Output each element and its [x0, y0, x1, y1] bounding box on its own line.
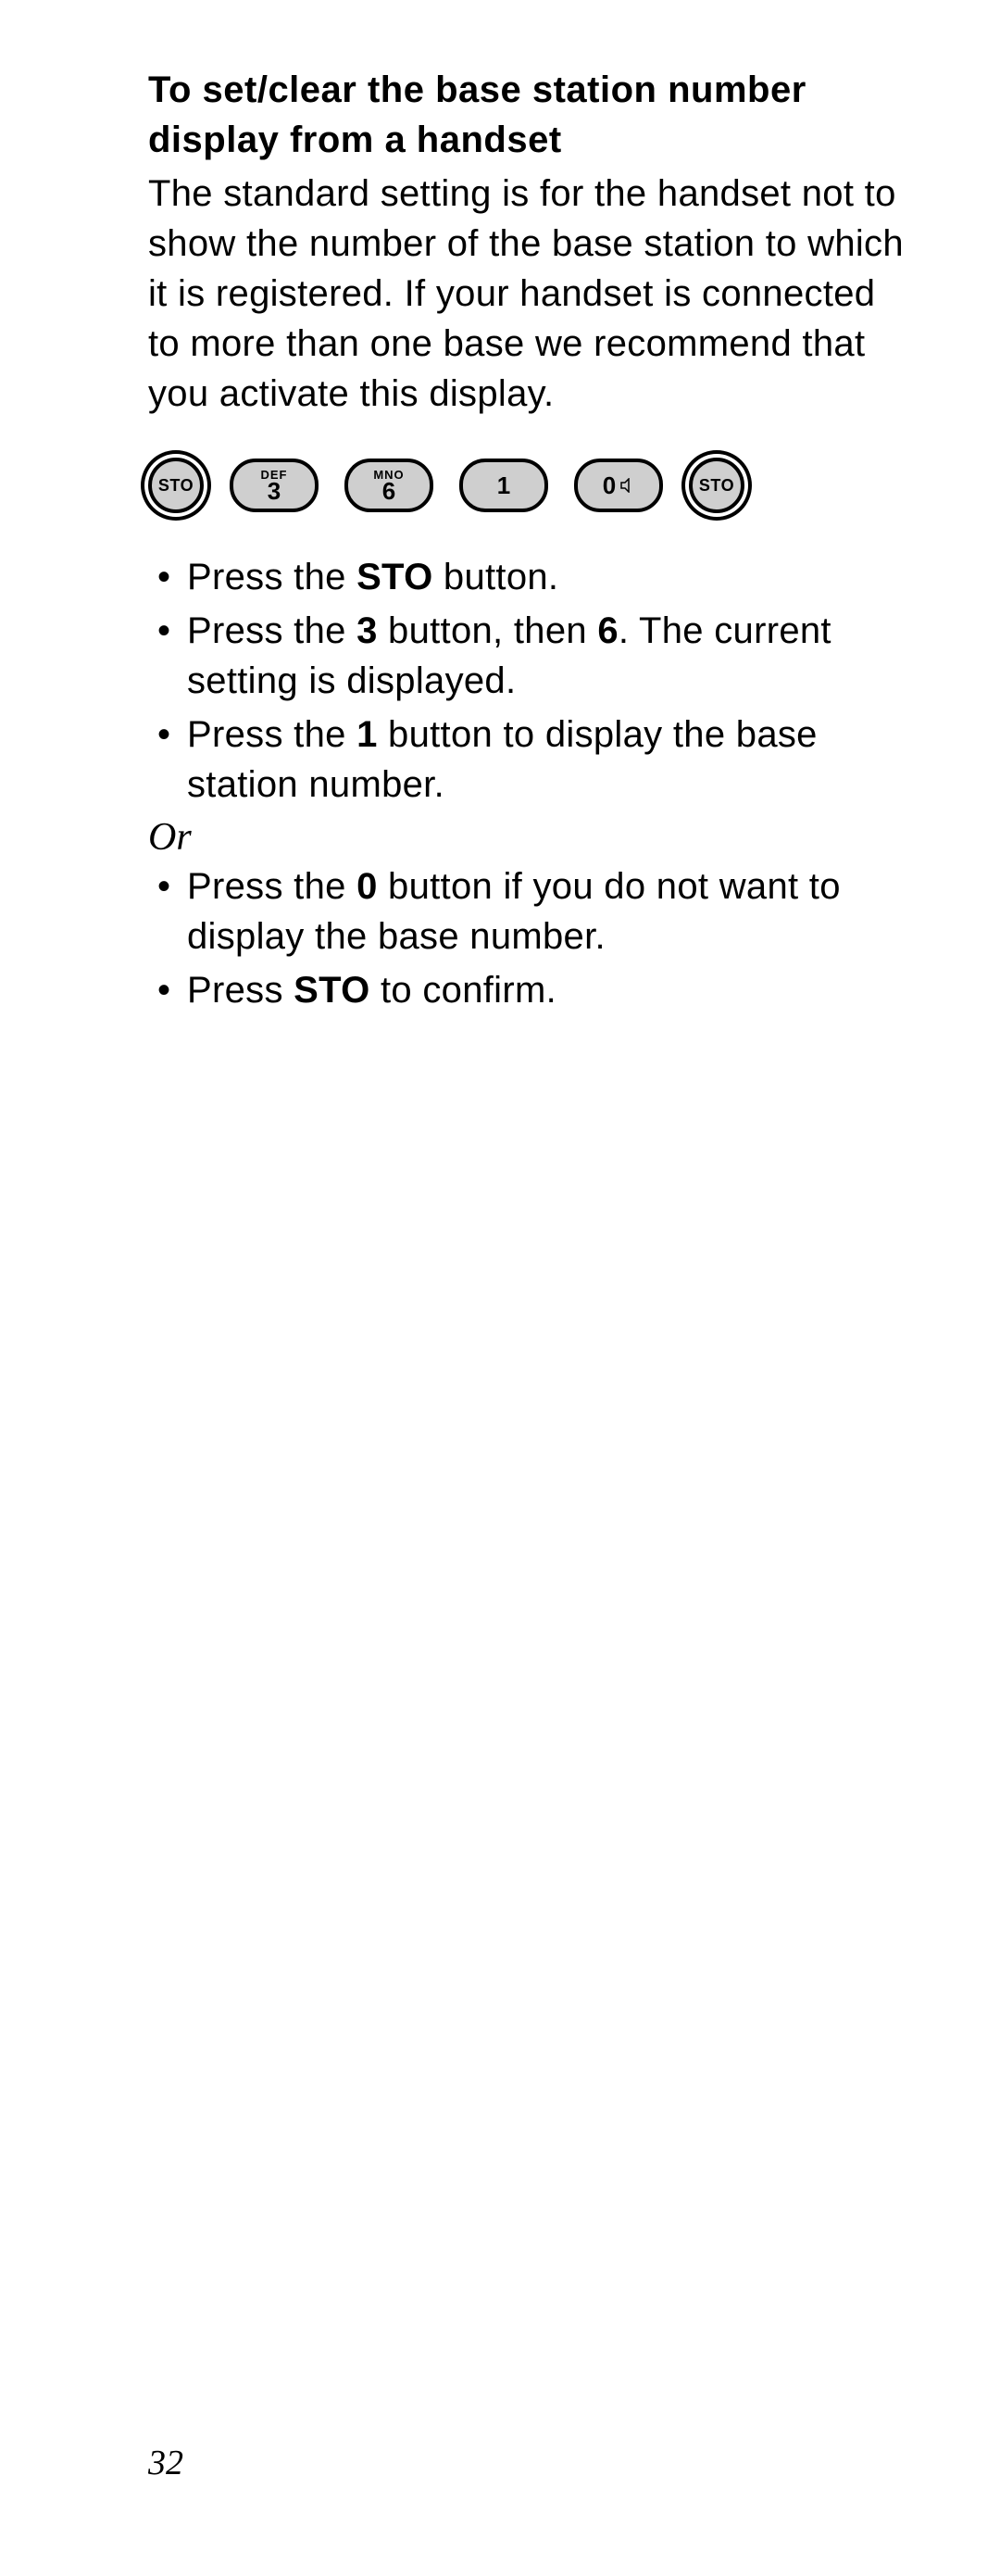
- step-3-bold: 1: [356, 714, 378, 755]
- step-5-post: to confirm.: [370, 970, 556, 1011]
- digit-3-button-icon: DEF 3: [230, 459, 319, 512]
- sto-button-icon-2: STO: [689, 458, 744, 513]
- step-3-pre: Press the: [187, 714, 356, 755]
- step-4-bold: 0: [356, 866, 378, 907]
- step-4-pre: Press the: [187, 866, 356, 907]
- step-1: Press the STO button.: [148, 552, 917, 602]
- digit-1-number: 1: [497, 473, 510, 497]
- step-5: Press STO to confirm.: [148, 965, 917, 1015]
- instruction-list-a: Press the STO button. Press the 3 button…: [148, 552, 917, 810]
- digit-0-button-icon: 0: [574, 459, 663, 512]
- sto-label: STO: [158, 476, 194, 496]
- step-2-pre: Press the: [187, 610, 356, 651]
- step-1-post: button.: [432, 557, 558, 597]
- digit-1-button-icon: 1: [459, 459, 548, 512]
- or-separator: Or: [148, 815, 917, 860]
- step-1-pre: Press the: [187, 557, 356, 597]
- sto-label-2: STO: [699, 476, 734, 496]
- step-3: Press the 1 button to display the base s…: [148, 710, 917, 810]
- digit-0-number: 0: [603, 473, 616, 497]
- step-2-bold-1: 3: [356, 610, 378, 651]
- step-5-pre: Press: [187, 970, 294, 1011]
- intro-paragraph: The standard setting is for the handset …: [148, 169, 917, 419]
- step-1-bold: STO: [356, 557, 432, 597]
- sto-button-icon: STO: [148, 458, 204, 513]
- instruction-list-b: Press the 0 button if you do not want to…: [148, 861, 917, 1015]
- step-4: Press the 0 button if you do not want to…: [148, 861, 917, 961]
- page-number: 32: [148, 2443, 183, 2483]
- step-2: Press the 3 button, then 6. The current …: [148, 606, 917, 706]
- digit-6-number: 6: [382, 479, 395, 503]
- step-2-mid: button, then: [378, 610, 598, 651]
- digit-6-button-icon: MNO 6: [344, 459, 433, 512]
- section-heading: To set/clear the base station number dis…: [148, 65, 917, 165]
- step-2-bold-2: 6: [597, 610, 619, 651]
- heading-line-2: display from a handset: [148, 119, 562, 160]
- manual-page: To set/clear the base station number dis…: [0, 0, 1000, 2576]
- button-sequence: STO DEF 3 MNO 6 1 0 STO: [148, 458, 917, 513]
- step-5-bold: STO: [294, 970, 369, 1011]
- digit-3-number: 3: [268, 479, 281, 503]
- heading-line-1: To set/clear the base station number: [148, 69, 806, 110]
- speaker-icon: [619, 478, 634, 493]
